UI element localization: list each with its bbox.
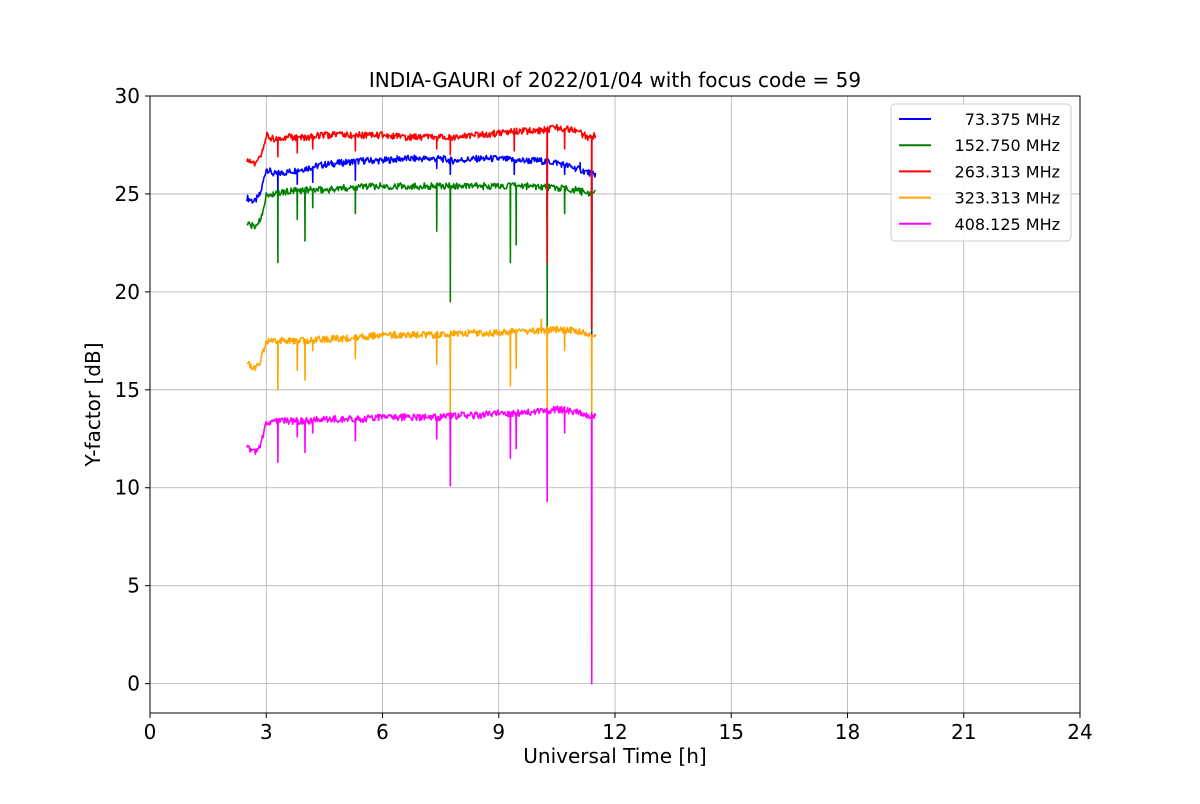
x-tick-label: 21 [951, 720, 976, 744]
x-tick-label: 15 [719, 720, 744, 744]
x-tick-label: 3 [260, 720, 273, 744]
y-axis-label: Y-factor [dB] [81, 342, 105, 467]
x-tick-label: 6 [376, 720, 389, 744]
x-axis-label: Universal Time [h] [523, 744, 706, 768]
series-line-1 [246, 181, 596, 332]
x-tick-label: 9 [492, 720, 505, 744]
series-line-3 [246, 318, 597, 419]
series-line-2 [246, 123, 597, 328]
legend: 73.375 MHz 152.750 MHz 263.313 MHz 323.313 … [890, 103, 1072, 242]
grid-layer [149, 95, 1081, 713]
legend-label: 152.750 MHz [955, 136, 1060, 155]
legend-label: 73.375 MHz [965, 110, 1060, 129]
y-tick-label: 30 [115, 84, 140, 108]
series-layer [246, 123, 597, 685]
x-tick-label: 0 [144, 720, 157, 744]
series-line-4 [246, 405, 597, 685]
y-tick-label: 0 [127, 672, 140, 696]
y-tick-label: 15 [115, 378, 140, 402]
y-tick-label: 20 [115, 280, 140, 304]
y-tick-label: 5 [127, 574, 140, 598]
legend-label: 323.313 MHz [955, 189, 1060, 208]
y-tick-label: 10 [115, 476, 140, 500]
series-line-0 [246, 154, 597, 336]
x-tick-label: 12 [602, 720, 627, 744]
x-tick-label: 18 [835, 720, 860, 744]
legend-label: 263.313 MHz [955, 162, 1060, 181]
chart-title: INDIA-GAURI of 2022/01/04 with focus cod… [369, 68, 861, 92]
y-tick-label: 25 [115, 182, 140, 206]
legend-label: 408.125 MHz [955, 215, 1060, 234]
tick-layer: 0 3 6 9 12 15 18 21 24 0 5 10 15 20 25 30 [115, 84, 1093, 744]
x-tick-label: 24 [1067, 720, 1092, 744]
legend-box [890, 103, 1072, 242]
